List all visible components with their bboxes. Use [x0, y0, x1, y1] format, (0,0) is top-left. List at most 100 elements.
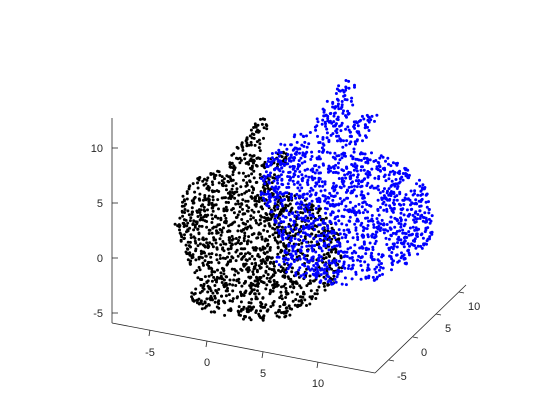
scatter-point-blue: [289, 197, 293, 200]
scatter-point-blue: [328, 220, 332, 224]
scatter-point-blue: [318, 223, 322, 227]
scatter-point-black: [191, 255, 195, 259]
scatter-point-black: [199, 278, 203, 281]
scatter-point-black: [202, 205, 206, 209]
scatter-point-black: [211, 217, 214, 221]
scatter-point-blue: [407, 233, 411, 237]
scatter-point-blue: [263, 182, 267, 186]
scatter-point-black: [282, 311, 286, 315]
scatter-point-blue: [388, 246, 392, 250]
scatter-point-blue: [296, 186, 300, 190]
scatter-point-black: [265, 265, 269, 269]
scatter-point-blue: [301, 153, 305, 157]
scatter-point-blue: [292, 219, 296, 223]
scatter-point-black: [337, 266, 341, 270]
scatter-point-black: [246, 225, 250, 229]
scatter-point-blue: [342, 184, 346, 188]
scatter-point-black: [278, 296, 282, 300]
scatter-point-black: [193, 190, 197, 194]
scatter-point-blue: [343, 208, 347, 212]
scatter-point-blue: [270, 185, 274, 189]
scatter-point-blue: [357, 202, 361, 206]
scatter-point-blue: [266, 190, 270, 193]
scatter-point-blue: [281, 236, 285, 240]
scatter-point-black: [183, 208, 187, 211]
scatter-point-black: [301, 295, 305, 299]
scatter-point-blue: [304, 174, 308, 178]
scatter-point-black: [246, 310, 250, 314]
scatter-point-blue: [352, 168, 356, 172]
scatter-point-black: [187, 213, 191, 217]
scatter-point-black: [234, 250, 238, 254]
scatter-point-black: [190, 291, 194, 295]
scatter-point-blue: [327, 138, 331, 142]
scatter-point-black: [223, 313, 227, 317]
scatter-point-black: [299, 286, 303, 290]
scatter-point-black: [213, 173, 217, 177]
scatter-point-black: [206, 197, 210, 201]
scatter-point-blue: [415, 182, 418, 186]
scatter-point-black: [276, 235, 280, 239]
scatter-point-black: [213, 270, 217, 274]
scatter-point-black: [290, 280, 294, 284]
scatter-point-blue: [353, 184, 356, 188]
scatter-point-blue: [336, 104, 340, 108]
scatter-point-blue: [371, 275, 375, 279]
scatter-point-blue: [423, 211, 427, 215]
scatter-point-black: [210, 201, 214, 205]
scatter-point-black: [264, 269, 268, 273]
scatter-point-blue: [310, 213, 314, 217]
scatter-point-blue: [355, 194, 358, 198]
scatter-point-blue: [326, 227, 330, 230]
scatter-point-black: [255, 277, 259, 280]
scatter-point-black: [192, 219, 196, 223]
scatter-point-black: [223, 220, 227, 224]
scatter-point-black: [330, 250, 333, 254]
scatter-point-black: [216, 216, 220, 220]
scatter-point-blue: [301, 263, 305, 267]
scatter-point-blue: [380, 255, 384, 259]
scatter-point-blue: [323, 263, 327, 267]
scatter-point-blue: [300, 161, 304, 165]
x-tick-label: -5: [145, 347, 155, 359]
scatter-point-black: [265, 250, 269, 254]
scatter-point-blue: [345, 223, 349, 227]
scatter-point-black: [276, 245, 280, 249]
scatter-point-black: [252, 210, 256, 214]
scatter-point-blue: [353, 211, 356, 215]
scatter-point-blue: [362, 177, 366, 181]
scatter-point-black: [257, 200, 261, 204]
scatter-point-blue: [335, 191, 339, 195]
scatter-point-black: [205, 241, 209, 245]
scatter-point-blue: [335, 97, 339, 101]
scatter-point-black: [327, 254, 331, 258]
scatter-point-black: [226, 286, 229, 290]
scatter-point-blue: [419, 244, 423, 248]
y-tick-label: 5: [445, 323, 451, 335]
scatter-point-blue: [401, 228, 405, 232]
scatter-point-blue: [337, 219, 341, 223]
scatter-point-blue: [320, 180, 324, 184]
scatter-point-blue: [272, 179, 276, 183]
scatter-point-black: [243, 231, 247, 235]
scatter-point-black: [239, 241, 243, 245]
scatter-point-blue: [275, 213, 278, 217]
scatter-point-blue: [427, 217, 431, 221]
scatter-point-black: [281, 266, 285, 270]
scatter-point-blue: [310, 150, 314, 154]
scatter-point-blue: [325, 150, 329, 154]
scatter-point-blue: [384, 236, 388, 240]
scatter-point-blue: [304, 214, 308, 218]
scatter-point-blue: [343, 250, 347, 254]
scatter-point-blue: [286, 182, 290, 186]
scatter-point-blue: [272, 186, 276, 190]
scatter-point-blue: [360, 114, 364, 118]
scatter-point-black: [259, 280, 263, 283]
scatter-point-black: [210, 273, 214, 277]
scatter-point-black: [257, 138, 261, 142]
scatter-point-blue: [327, 259, 331, 263]
scatter-point-blue: [278, 161, 282, 165]
scatter-point-black: [238, 252, 242, 256]
scatter-point-blue: [268, 193, 272, 196]
scatter-point-blue: [376, 184, 380, 188]
